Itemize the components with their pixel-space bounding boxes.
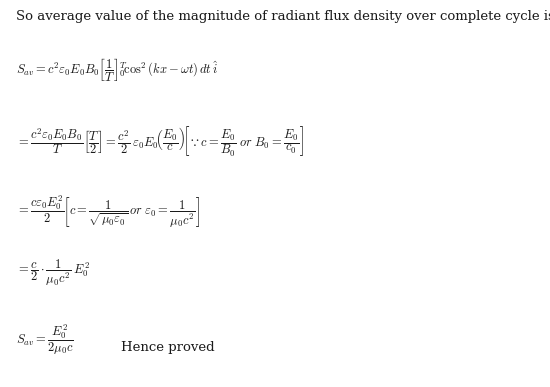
Text: $= \dfrac{c}{2}\cdot\dfrac{1}{\mu_0 c^2}\,E_0^2$: $= \dfrac{c}{2}\cdot\dfrac{1}{\mu_0 c^2}… (16, 257, 90, 288)
Text: $S_{av} = \dfrac{E_0^2}{2\mu_0 c}$: $S_{av} = \dfrac{E_0^2}{2\mu_0 c}$ (16, 323, 74, 357)
Text: $= \dfrac{c^2 \varepsilon_0 E_0 B_0}{T}\left[\dfrac{T}{2}\right] = \dfrac{c^2}{2: $= \dfrac{c^2 \varepsilon_0 E_0 B_0}{T}\… (16, 124, 304, 158)
Text: So average value of the magnitude of radiant flux density over complete cycle is: So average value of the magnitude of rad… (16, 10, 550, 23)
Text: $= \dfrac{c\varepsilon_0 E_0^2}{2}\left[c = \dfrac{1}{\sqrt{\mu_0\varepsilon_0}}: $= \dfrac{c\varepsilon_0 E_0^2}{2}\left[… (16, 194, 201, 230)
Text: Hence proved: Hence proved (121, 341, 214, 354)
Text: $S_{av} = c^2\varepsilon_0 E_0 B_0 \left[\dfrac{1}{T}\right]_0^T\!\cos^2(kx - \o: $S_{av} = c^2\varepsilon_0 E_0 B_0 \left… (16, 56, 219, 83)
